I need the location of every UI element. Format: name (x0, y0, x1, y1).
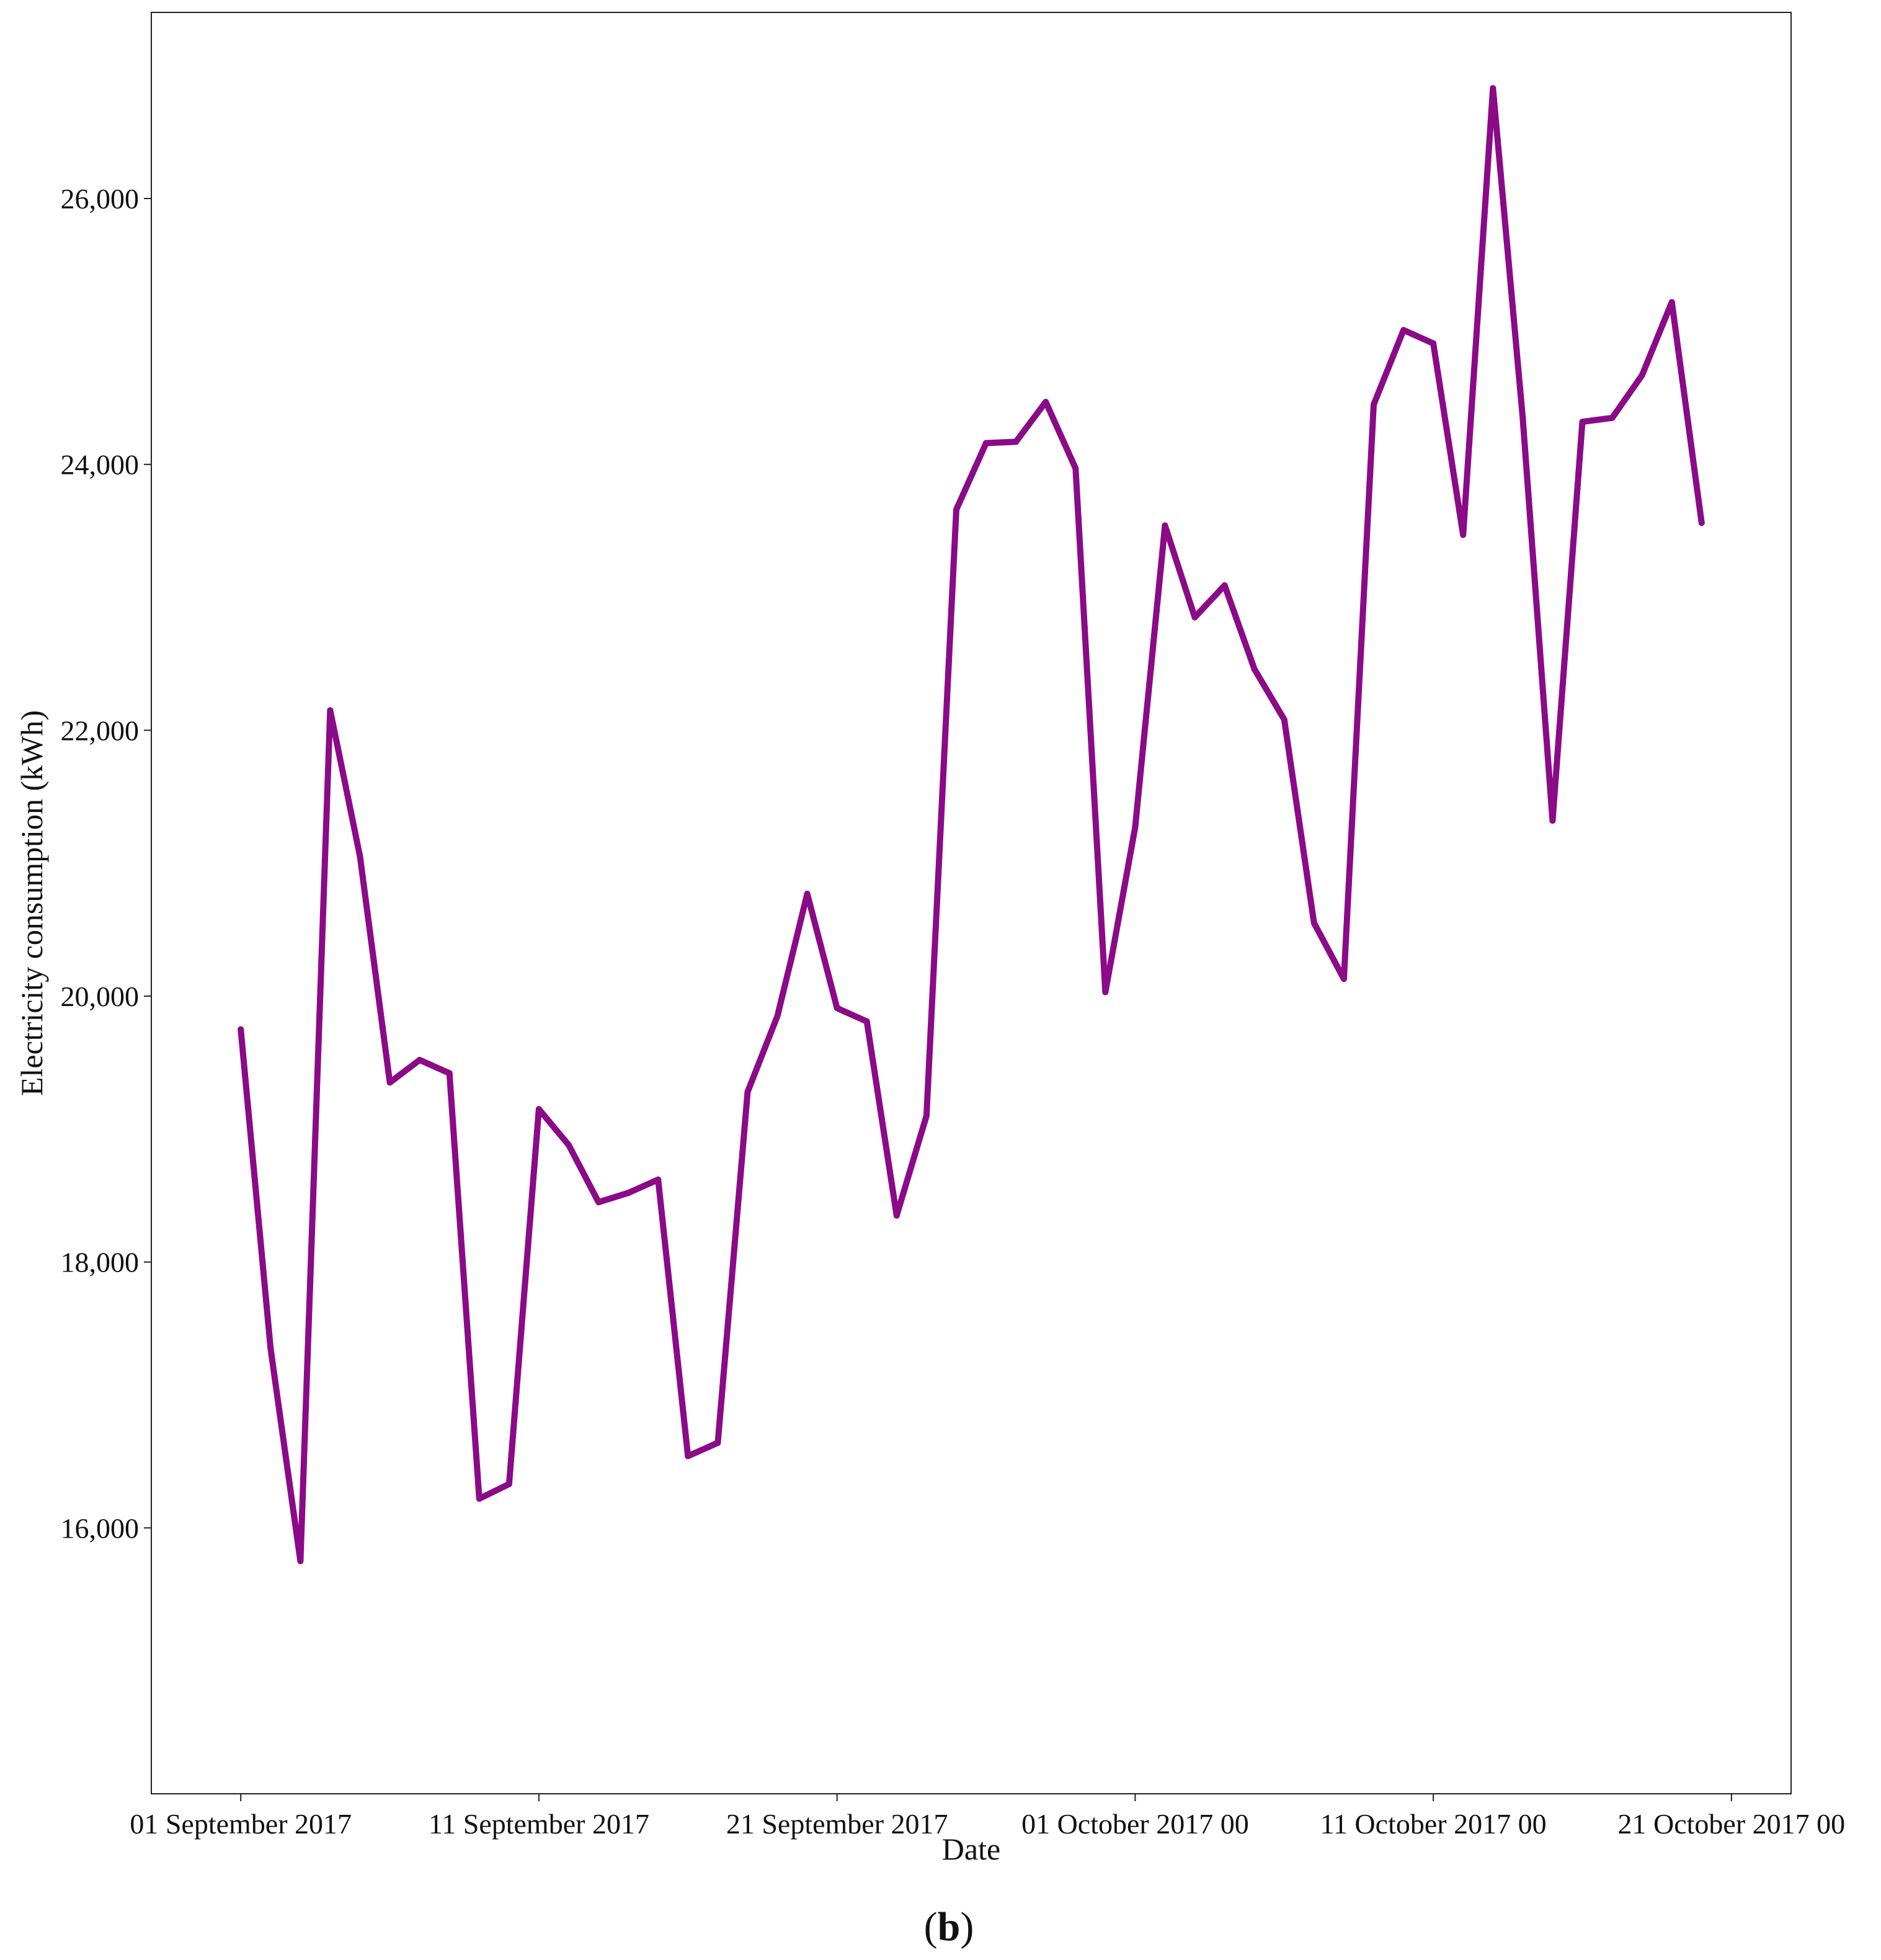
data-point-45 (1580, 419, 1586, 425)
data-point-48 (1669, 299, 1675, 305)
x-axis-title: Date (942, 1832, 1000, 1866)
data-point-35 (1281, 716, 1287, 723)
data-point-5 (387, 1079, 393, 1085)
data-point-28 (1072, 465, 1078, 471)
data-point-46 (1609, 415, 1616, 421)
data-point-17 (745, 1089, 751, 1095)
data-point-10 (536, 1106, 542, 1112)
data-point-7 (447, 1070, 453, 1076)
data-point-43 (1519, 415, 1526, 421)
y-axis-title: Electricity consumption (kWh) (14, 710, 49, 1096)
data-point-21 (864, 1018, 870, 1025)
data-point-19 (804, 891, 811, 897)
data-point-15 (685, 1453, 691, 1459)
data-point-4 (357, 853, 363, 860)
data-point-36 (1311, 920, 1317, 926)
data-point-41 (1460, 532, 1466, 538)
data-point-20 (834, 1005, 840, 1011)
x-tick-label-1: 11 September 2017 (429, 1808, 649, 1840)
y-tick-label-5: 26,000 (61, 183, 140, 215)
data-point-38 (1371, 401, 1377, 408)
data-point-25 (983, 440, 989, 446)
data-point-24 (953, 507, 959, 513)
electricity-consumption-line (241, 88, 1702, 1561)
plot-frame (151, 12, 1791, 1794)
data-point-8 (476, 1495, 482, 1502)
data-point-29 (1102, 989, 1108, 996)
panel-label: (b) (924, 1904, 974, 1949)
data-point-47 (1639, 372, 1645, 378)
data-point-42 (1490, 85, 1496, 91)
y-tick-label-2: 20,000 (61, 981, 140, 1012)
data-point-9 (506, 1481, 512, 1487)
data-point-39 (1400, 327, 1407, 333)
data-point-44 (1549, 817, 1555, 824)
data-point-30 (1132, 824, 1138, 831)
data-point-49 (1699, 520, 1705, 526)
data-point-22 (894, 1213, 900, 1219)
y-axis: 16,000 18,000 20,000 22,000 24,000 26,000 (61, 183, 152, 1544)
data-point-0 (238, 1027, 244, 1033)
x-tick-label-3: 01 October 2017 00 (1021, 1808, 1249, 1840)
y-tick-label-4: 24,000 (61, 449, 140, 481)
data-point-6 (417, 1057, 423, 1063)
data-point-34 (1252, 666, 1258, 672)
data-point-13 (625, 1190, 631, 1196)
data-point-33 (1222, 582, 1228, 589)
data-point-2 (297, 1558, 303, 1564)
data-point-32 (1192, 614, 1198, 620)
data-points (238, 85, 1705, 1564)
data-point-14 (655, 1177, 661, 1183)
data-point-12 (595, 1199, 602, 1205)
x-tick-label-4: 11 October 2017 00 (1320, 1808, 1547, 1840)
x-tick-label-2: 21 September 2017 (726, 1808, 948, 1840)
data-point-1 (267, 1345, 273, 1352)
data-point-23 (923, 1113, 930, 1119)
data-point-37 (1341, 976, 1347, 982)
data-point-18 (775, 1013, 781, 1019)
data-point-40 (1430, 341, 1436, 347)
data-point-11 (566, 1142, 572, 1148)
y-tick-label-1: 18,000 (61, 1247, 140, 1278)
data-point-26 (1013, 439, 1019, 445)
x-tick-label-0: 01 September 2017 (130, 1808, 352, 1840)
y-tick-label-3: 22,000 (61, 715, 140, 746)
y-tick-label-0: 16,000 (61, 1512, 140, 1544)
data-point-3 (327, 707, 333, 713)
data-point-16 (714, 1440, 721, 1446)
data-point-27 (1043, 399, 1049, 405)
x-tick-label-5: 21 October 2017 00 (1618, 1808, 1846, 1840)
data-point-31 (1162, 522, 1168, 528)
